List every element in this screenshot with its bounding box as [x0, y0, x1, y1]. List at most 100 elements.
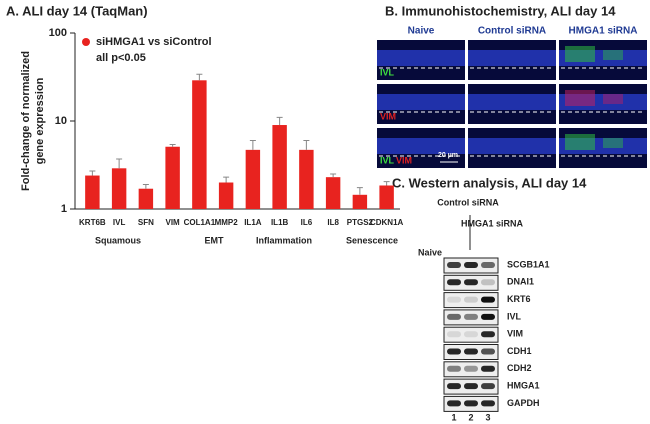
tissue: [377, 50, 465, 66]
error-bar: [356, 187, 363, 195]
error-bar: [330, 173, 337, 178]
band: [464, 400, 478, 407]
y-tick-label: 10: [55, 115, 67, 127]
x-tick-label: SFN: [138, 218, 154, 227]
stain: [565, 46, 595, 62]
band: [481, 400, 495, 407]
tissue: [468, 94, 556, 110]
legend-marker: [82, 38, 90, 46]
error-bar: [169, 144, 176, 147]
band: [481, 296, 495, 303]
x-tick-label: IVL: [113, 218, 126, 227]
x-tick-label: IL1B: [271, 218, 289, 227]
band: [447, 313, 461, 320]
band: [481, 331, 495, 338]
band: [481, 313, 495, 320]
bar: [85, 175, 100, 209]
group-label: Senescence: [346, 235, 398, 245]
protein-label: IVL: [507, 311, 522, 321]
x-tick-label: VIM: [166, 218, 181, 227]
y-tick-label: 100: [49, 27, 67, 39]
protein-label: GAPDH: [507, 398, 540, 408]
error-bar: [303, 140, 310, 150]
band: [447, 383, 461, 390]
protein-label: CDH2: [507, 363, 532, 373]
stain: [603, 50, 623, 60]
band: [481, 383, 495, 390]
error-bar: [276, 116, 283, 126]
x-tick-label: IL1A: [244, 218, 262, 227]
bar: [165, 146, 180, 209]
panel-b-title: B. Immunohistochemistry, ALI day 14: [385, 3, 616, 18]
y-tick-label: 1: [61, 203, 67, 215]
protein-label: DNAI1: [507, 277, 534, 287]
stain: [565, 90, 595, 106]
y-axis-label: Fold-change of normalized: [20, 51, 32, 191]
marker-label: VIM: [396, 155, 412, 165]
ihc-images: [377, 40, 647, 168]
band: [464, 365, 478, 372]
band: [447, 365, 461, 372]
band: [447, 279, 461, 286]
band: [481, 279, 495, 286]
group-label: EMT: [205, 235, 225, 245]
x-tick-label: KRT6B: [79, 218, 106, 227]
stain: [565, 134, 595, 150]
band: [447, 262, 461, 268]
legend-label: siHMGA1 vs siControl: [96, 36, 212, 48]
stain: [603, 138, 623, 148]
band: [464, 262, 478, 268]
band: [481, 365, 495, 372]
band: [464, 296, 478, 303]
lane-number: 3: [485, 412, 490, 422]
x-tick-label: PTGS2: [347, 218, 374, 227]
band: [447, 348, 461, 355]
bar: [192, 80, 207, 209]
marker-label: VIM: [380, 111, 396, 121]
lane-label: Naive: [418, 247, 442, 257]
group-label: Squamous: [95, 235, 141, 245]
x-tick-label: MMP2: [215, 218, 239, 227]
tissue: [377, 138, 465, 154]
band: [481, 348, 495, 355]
lane-number: 2: [468, 412, 473, 422]
y-axis-label: gene expression: [34, 77, 46, 164]
blot: [443, 326, 499, 343]
group-label: Inflammation: [256, 235, 312, 245]
error-bar: [142, 183, 149, 189]
x-tick-label: COL1A1: [184, 218, 216, 227]
marker-label: IVL: [380, 67, 395, 77]
blot: [443, 361, 499, 378]
error-bar: [196, 73, 203, 81]
marker-label: IVL: [380, 155, 395, 165]
column-header: Naive: [408, 26, 435, 37]
band: [464, 331, 478, 338]
band: [464, 279, 478, 286]
x-tick-label: IL8: [327, 218, 339, 227]
band: [464, 313, 478, 320]
blot: [443, 292, 499, 309]
protein-label: CDH1: [507, 346, 532, 356]
bar: [272, 125, 287, 209]
bar: [352, 194, 368, 209]
protein-label: SCGB1A1: [507, 259, 550, 269]
annotation: all p<0.05: [96, 52, 146, 64]
lane-number: 1: [451, 412, 456, 422]
tissue: [377, 94, 465, 110]
column-header: Control siRNA: [478, 26, 546, 37]
band: [447, 296, 461, 303]
tissue: [468, 50, 556, 66]
protein-label: VIM: [507, 329, 523, 339]
error-bar: [89, 170, 96, 176]
band: [447, 331, 461, 338]
lane-label: Control siRNA: [437, 197, 499, 207]
band: [464, 348, 478, 355]
stain: [603, 94, 623, 104]
x-tick-label: CDKN1A: [370, 218, 404, 227]
column-header: HMGA1 siRNA: [569, 26, 638, 37]
bar: [218, 182, 234, 209]
error-bar: [223, 176, 230, 183]
protein-label: HMGA1: [507, 380, 540, 390]
bar: [245, 149, 261, 209]
error-bar: [383, 181, 390, 186]
